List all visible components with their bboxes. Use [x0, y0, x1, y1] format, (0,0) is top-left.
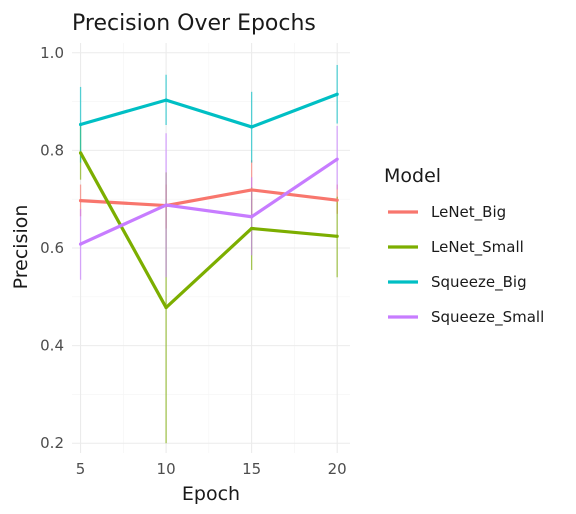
y-tick-label: 0.6 — [40, 239, 64, 257]
y-tick-label: 0.2 — [40, 434, 64, 452]
data-point-squeeze-small — [78, 242, 83, 246]
x-tick-label: 5 — [76, 460, 86, 478]
data-point-lenet-small — [78, 151, 83, 155]
data-point-squeeze-small — [164, 203, 168, 207]
data-point-lenet-small — [335, 234, 339, 238]
legend-label-lenet-big: LeNet_Big — [431, 203, 506, 222]
x-tick-label: 20 — [328, 460, 347, 478]
legend: Model LeNet_Big LeNet_Small Squeeze_Big Squ… — [384, 165, 544, 327]
chart-title: Precision Over Epochs — [72, 11, 316, 36]
data-point-squeeze-small — [335, 157, 339, 161]
data-point-lenet-big — [78, 199, 83, 203]
series-lines — [78, 92, 339, 310]
data-point-lenet-big — [335, 198, 339, 202]
x-axis-title: Epoch — [182, 483, 240, 505]
legend-label-squeeze-small: Squeeze_Small — [431, 308, 544, 327]
y-axis-title: Precision — [10, 205, 32, 290]
data-point-squeeze-big — [335, 92, 339, 96]
legend-label-lenet-small: LeNet_Small — [431, 238, 524, 257]
data-point-squeeze-big — [250, 125, 254, 129]
data-point-lenet-small — [250, 226, 254, 231]
legend-label-squeeze-big: Squeeze_Big — [431, 273, 527, 292]
data-point-lenet-small — [164, 305, 168, 310]
y-tick-label: 1.0 — [40, 44, 64, 62]
y-axis-ticks: 0.2 0.4 0.6 0.8 1.0 — [40, 44, 64, 452]
series-line-squeeze-big — [80, 92, 338, 129]
data-point-squeeze-small — [250, 215, 254, 219]
series-line-squeeze-small — [79, 157, 339, 246]
x-tick-label: 10 — [157, 460, 176, 478]
data-point-squeeze-big — [78, 122, 83, 127]
x-tick-label: 15 — [242, 460, 261, 478]
data-point-lenet-big — [250, 188, 254, 192]
legend-title: Model — [384, 165, 441, 187]
series-line-lenet-big — [80, 188, 338, 208]
y-tick-label: 0.4 — [40, 337, 64, 355]
y-tick-label: 0.8 — [40, 141, 64, 159]
data-point-squeeze-big — [164, 98, 168, 102]
x-axis-ticks: 5 10 15 20 — [76, 460, 347, 478]
series-line-lenet-small — [79, 152, 338, 310]
